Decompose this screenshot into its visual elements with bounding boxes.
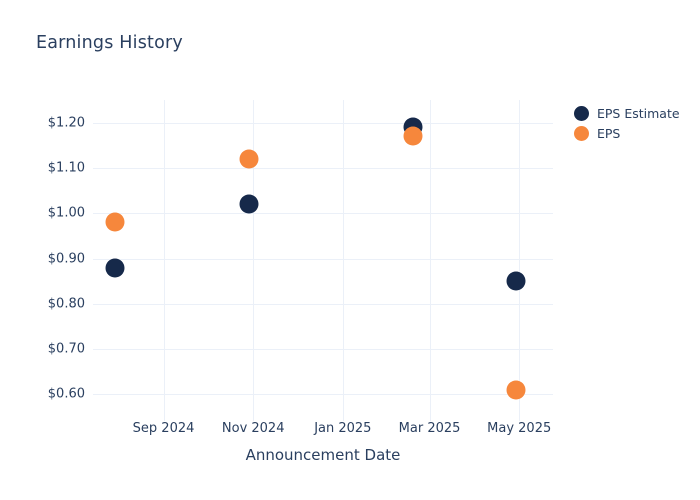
y-gridline [93,303,553,305]
legend-item-eps-estimate[interactable]: EPS Estimate [574,103,680,123]
y-tick-label: $1.00 [47,205,85,221]
y-tick-label: $0.60 [47,386,85,402]
x-gridline [342,100,344,421]
x-tick-label: Mar 2025 [398,421,461,436]
y-tick-label: $1.10 [47,160,85,176]
eps-point-1[interactable] [239,149,259,169]
y-tick-label: $0.90 [47,251,85,266]
y-tick-label: $0.70 [47,341,85,357]
x-gridline [253,100,255,421]
x-gridline [429,100,431,421]
y-gridline [93,213,553,215]
x-gridline [519,100,521,421]
y-gridline [93,122,553,124]
legend-item-eps[interactable]: EPS [574,123,680,143]
eps-point-3[interactable] [506,380,526,400]
legend-label: EPS [597,125,621,141]
y-gridline [93,394,553,396]
legend: EPS Estimate EPS [574,103,680,143]
y-tick-label: $0.80 [47,296,85,312]
plot-area[interactable] [93,100,553,421]
x-tick-label: Sep 2024 [132,421,195,436]
y-gridline [93,167,553,169]
eps-point-2[interactable] [403,126,423,146]
x-gridline [163,100,165,421]
chart-title: Earnings History [36,33,183,53]
x-tick-label: Nov 2024 [221,421,285,436]
x-tick-label: Jan 2025 [314,421,372,436]
x-tick-label: May 2025 [487,421,552,436]
eps-estimate-point-1[interactable] [239,194,259,214]
y-gridline [93,349,553,351]
eps-estimate-point-3[interactable] [506,271,526,291]
legend-label: EPS Estimate [597,105,680,121]
eps-legend-marker-icon [574,125,589,141]
eps-estimate-legend-marker-icon [574,105,589,121]
x-axis-title: Announcement Date [245,446,401,464]
eps-estimate-point-0[interactable] [105,258,125,278]
y-gridline [93,258,553,260]
y-tick-label: $1.20 [47,115,85,131]
eps-point-0[interactable] [105,212,125,232]
